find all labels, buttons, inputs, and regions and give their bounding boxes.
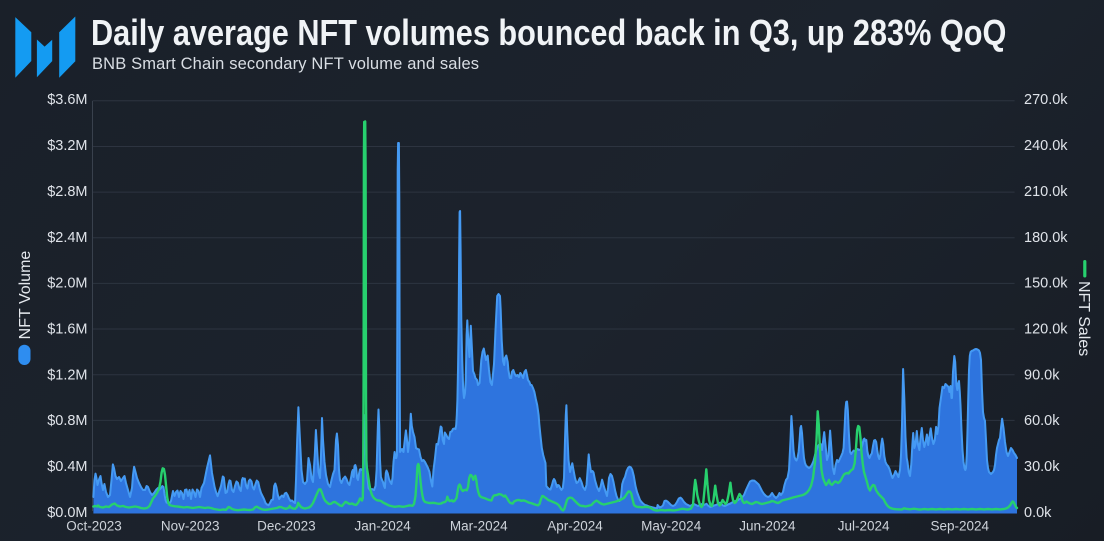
svg-text:$1.6M: $1.6M — [47, 321, 87, 337]
svg-text:90.0k: 90.0k — [1024, 367, 1060, 383]
svg-text:Jul-2024: Jul-2024 — [838, 518, 890, 533]
svg-text:$2.0M: $2.0M — [47, 276, 87, 292]
svg-text:$0.0M: $0.0M — [47, 505, 87, 521]
svg-text:180.0k: 180.0k — [1024, 230, 1068, 246]
svg-text:30.0k: 30.0k — [1024, 459, 1060, 475]
svg-text:May-2024: May-2024 — [641, 518, 702, 533]
svg-text:Oct-2023: Oct-2023 — [66, 518, 122, 533]
svg-text:$3.2M: $3.2M — [47, 138, 87, 154]
svg-text:Sep-2024: Sep-2024 — [931, 518, 990, 533]
svg-text:Jun-2024: Jun-2024 — [739, 518, 796, 533]
svg-text:270.0k: 270.0k — [1024, 92, 1068, 108]
svg-text:$0.8M: $0.8M — [47, 413, 87, 429]
svg-text:$3.6M: $3.6M — [47, 92, 87, 108]
svg-text:NFT Sales: NFT Sales — [1075, 281, 1092, 356]
svg-text:NFT Volume: NFT Volume — [17, 251, 34, 340]
svg-text:$0.4M: $0.4M — [47, 459, 87, 475]
svg-text:60.0k: 60.0k — [1024, 413, 1060, 429]
svg-text:$2.4M: $2.4M — [47, 230, 87, 246]
svg-text:Jan-2024: Jan-2024 — [354, 518, 411, 533]
svg-text:150.0k: 150.0k — [1024, 276, 1068, 292]
svg-text:Apr-2024: Apr-2024 — [547, 518, 603, 533]
svg-text:$1.2M: $1.2M — [47, 367, 87, 383]
svg-text:120.0k: 120.0k — [1024, 321, 1068, 337]
svg-text:0.0k: 0.0k — [1024, 505, 1052, 521]
svg-text:240.0k: 240.0k — [1024, 138, 1068, 154]
svg-text:Nov-2023: Nov-2023 — [161, 518, 220, 533]
svg-text:$2.8M: $2.8M — [47, 184, 87, 200]
svg-text:Dec-2023: Dec-2023 — [257, 518, 316, 533]
svg-text:Mar-2024: Mar-2024 — [450, 518, 508, 533]
svg-text:210.0k: 210.0k — [1024, 184, 1068, 200]
